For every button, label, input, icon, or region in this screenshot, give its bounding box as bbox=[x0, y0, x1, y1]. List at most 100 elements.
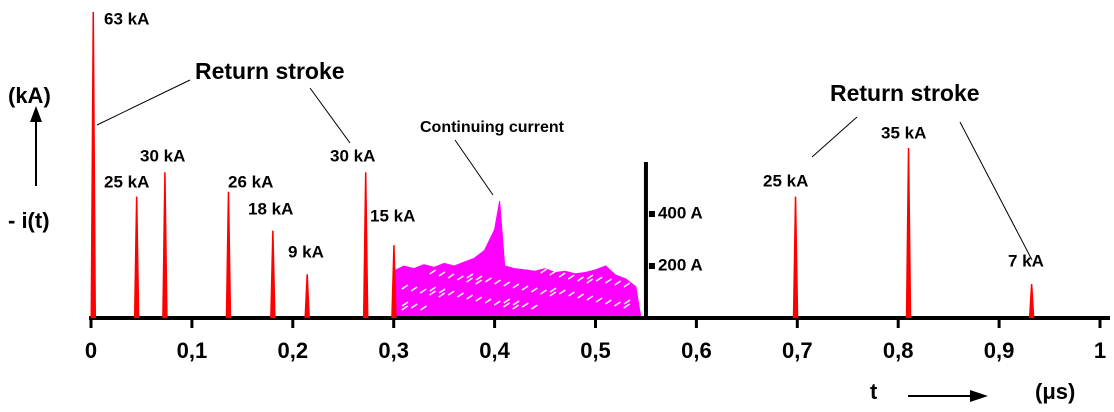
hatch bbox=[401, 284, 409, 290]
hatch bbox=[401, 301, 409, 307]
hatch bbox=[475, 279, 483, 285]
return-stroke bbox=[133, 196, 140, 318]
hatch bbox=[419, 288, 427, 294]
leader-line bbox=[309, 87, 351, 144]
y2-tick-label: 200 A bbox=[658, 255, 703, 274]
hatch bbox=[586, 278, 594, 284]
hatch bbox=[466, 294, 474, 300]
y-label: - i(t) bbox=[8, 208, 50, 233]
annotation: Return stroke bbox=[195, 58, 345, 84]
x-tick-label: 0,9 bbox=[984, 338, 1015, 363]
hatch bbox=[595, 276, 603, 282]
x-tick-label: 1 bbox=[1094, 338, 1106, 363]
hatch bbox=[549, 291, 557, 297]
y2-tick-label: 400 A bbox=[658, 203, 703, 222]
hatch bbox=[558, 272, 566, 278]
x-tick-label: 0,4 bbox=[479, 338, 510, 363]
hatch bbox=[549, 287, 557, 293]
return-stroke bbox=[1028, 284, 1035, 318]
hatch bbox=[410, 303, 418, 309]
hatch bbox=[494, 279, 501, 285]
hatch bbox=[521, 285, 529, 291]
annotation: Continuing current bbox=[420, 119, 565, 136]
return-stroke bbox=[905, 148, 912, 318]
hatch bbox=[438, 292, 446, 298]
hatch bbox=[438, 288, 446, 294]
hatch bbox=[429, 290, 436, 296]
value-label: 25 kA bbox=[763, 171, 808, 190]
hatch bbox=[604, 299, 612, 305]
hatch bbox=[410, 286, 418, 292]
annotation: Return stroke bbox=[830, 80, 980, 106]
leader-line bbox=[959, 121, 1033, 261]
hatch bbox=[512, 300, 520, 306]
hatch bbox=[568, 291, 575, 297]
value-label: 25 kA bbox=[104, 172, 149, 191]
value-label: 7 kA bbox=[1008, 251, 1044, 270]
hatch bbox=[623, 282, 631, 288]
hatch bbox=[484, 298, 492, 304]
hatch bbox=[503, 302, 510, 308]
continuing-current-area bbox=[393, 200, 642, 319]
y-arrow-head bbox=[30, 106, 42, 122]
hatch bbox=[475, 275, 483, 281]
value-label: 30 kA bbox=[140, 146, 185, 165]
hatch bbox=[623, 299, 631, 305]
hatch bbox=[558, 289, 566, 295]
hatch bbox=[540, 289, 547, 295]
hatch bbox=[531, 304, 538, 310]
return-stroke bbox=[304, 274, 310, 318]
hatch bbox=[429, 286, 437, 292]
value-label: 18 kA bbox=[248, 199, 293, 218]
y2-tick bbox=[648, 263, 655, 269]
x-tick-label: 0,2 bbox=[278, 338, 309, 363]
hatch bbox=[614, 301, 621, 307]
return-stroke bbox=[391, 245, 397, 318]
hatch bbox=[475, 296, 483, 302]
hatch bbox=[577, 293, 585, 299]
hatch bbox=[586, 274, 594, 280]
hatch bbox=[503, 298, 511, 304]
hatch bbox=[614, 280, 622, 286]
x-tick-label: 0,6 bbox=[681, 338, 712, 363]
return-stroke bbox=[362, 172, 369, 318]
hatch bbox=[503, 281, 511, 287]
y-unit: (kA) bbox=[8, 83, 51, 108]
hatch bbox=[401, 305, 409, 311]
leader-line bbox=[454, 139, 494, 196]
hatch bbox=[429, 269, 437, 275]
value-label: 63 kA bbox=[104, 9, 149, 28]
hatch bbox=[512, 283, 520, 289]
hatch bbox=[595, 297, 603, 303]
leader-lines bbox=[96, 79, 1033, 261]
hatch bbox=[456, 275, 464, 281]
x-label: t bbox=[870, 379, 878, 404]
hatch bbox=[623, 303, 631, 309]
hatch bbox=[549, 270, 557, 276]
hatch bbox=[512, 304, 520, 310]
x-arrow-head bbox=[970, 390, 988, 402]
x-tick-label: 0,5 bbox=[580, 338, 611, 363]
x-unit: (μs) bbox=[1035, 379, 1075, 404]
x-tick-label: 0,1 bbox=[177, 338, 208, 363]
hatch bbox=[521, 302, 529, 308]
value-label: 26 kA bbox=[228, 172, 273, 191]
hatch bbox=[530, 287, 538, 293]
x-tick-label: 0 bbox=[85, 338, 97, 363]
hatch bbox=[577, 276, 584, 282]
x-tick-label: 0,3 bbox=[378, 338, 409, 363]
hatch bbox=[484, 277, 492, 283]
hatch bbox=[466, 273, 474, 279]
hatch bbox=[466, 277, 473, 283]
return-stroke bbox=[90, 12, 97, 318]
return-stroke bbox=[270, 230, 276, 318]
hatch bbox=[447, 290, 455, 296]
return-stroke bbox=[792, 196, 799, 318]
value-label: 9 kA bbox=[288, 242, 324, 261]
hatch bbox=[586, 295, 594, 301]
hatch bbox=[605, 278, 612, 284]
x-tick-label: 0,8 bbox=[883, 338, 914, 363]
hatch bbox=[567, 274, 575, 280]
leader-line bbox=[811, 116, 858, 158]
